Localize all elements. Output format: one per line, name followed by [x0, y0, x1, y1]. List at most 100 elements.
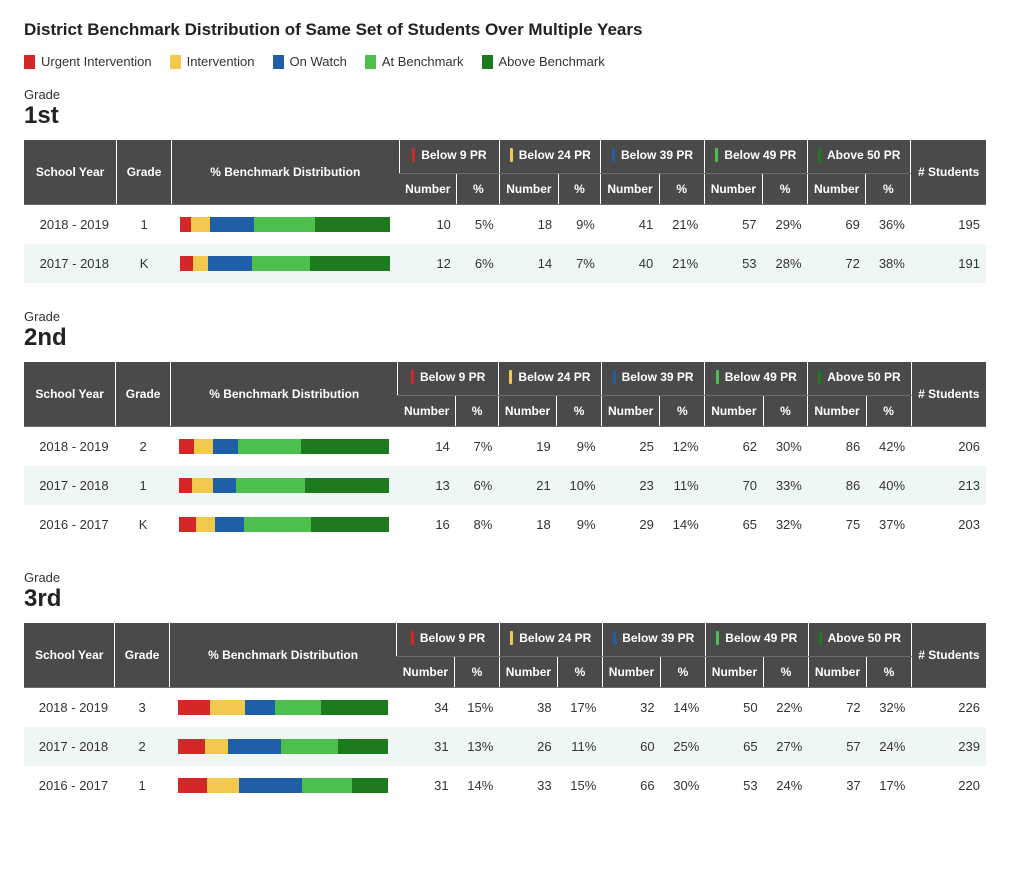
cell-number: 65 — [705, 505, 763, 544]
col-school-year: School Year — [24, 623, 115, 688]
col-percent: % — [456, 396, 499, 427]
distribution-segment — [207, 778, 239, 793]
col-percent: % — [661, 657, 706, 688]
cell-grade: 1 — [116, 466, 171, 505]
cell-number: 38 — [499, 688, 557, 728]
distribution-segment — [252, 256, 311, 271]
distribution-segment — [315, 217, 391, 232]
cell-number: 18 — [498, 505, 556, 544]
col-grade: Grade — [116, 362, 171, 427]
cell-distribution — [172, 205, 400, 245]
col-number: Number — [602, 657, 660, 688]
grade-title: 2nd — [24, 324, 986, 352]
group-tick-icon — [411, 631, 414, 645]
cell-number: 14 — [398, 427, 456, 467]
cell-percent: 15% — [558, 766, 603, 805]
cell-percent: 15% — [455, 688, 500, 728]
cell-number: 57 — [704, 205, 762, 245]
legend-item: At Benchmark — [365, 54, 464, 69]
group-tick-icon — [411, 370, 414, 384]
col-percent: % — [659, 174, 704, 205]
group-label: Below 49 PR — [725, 370, 797, 384]
group-tick-icon — [510, 148, 513, 162]
col-group: Above 50 PR — [808, 362, 911, 396]
cell-percent: 14% — [455, 766, 500, 805]
cell-percent: 28% — [763, 244, 808, 283]
group-label: Below 49 PR — [724, 148, 796, 162]
table-row: 2016 - 201713114%3315%6630%5324%3717%220 — [24, 766, 986, 805]
cell-percent: 30% — [661, 766, 706, 805]
cell-distribution — [171, 505, 398, 544]
cell-number: 13 — [398, 466, 456, 505]
benchmark-table: School YearGrade% Benchmark Distribution… — [24, 362, 986, 544]
col-group: Below 39 PR — [601, 140, 704, 174]
distribution-bar — [180, 256, 390, 271]
cell-number: 62 — [705, 427, 763, 467]
distribution-segment — [193, 256, 208, 271]
col-percent: % — [457, 174, 500, 205]
cell-percent: 36% — [866, 205, 911, 245]
group-label: Above 50 PR — [827, 370, 900, 384]
cell-percent: 6% — [456, 466, 499, 505]
table-row: 2018 - 20192147%199%2512%6230%8642%206 — [24, 427, 986, 467]
distribution-segment — [254, 217, 315, 232]
group-label: Below 24 PR — [519, 631, 591, 645]
page-title: District Benchmark Distribution of Same … — [24, 20, 986, 40]
legend-swatch — [24, 55, 35, 69]
group-tick-icon — [509, 370, 512, 384]
col-percent: % — [866, 174, 911, 205]
distribution-segment — [192, 478, 213, 493]
col-distribution: % Benchmark Distribution — [172, 140, 400, 205]
group-tick-icon — [716, 631, 719, 645]
cell-number: 31 — [397, 727, 455, 766]
cell-grade: 3 — [115, 688, 170, 728]
distribution-segment — [310, 256, 390, 271]
cell-number: 75 — [808, 505, 866, 544]
cell-percent: 40% — [866, 466, 911, 505]
legend-swatch — [365, 55, 376, 69]
col-percent: % — [558, 174, 601, 205]
cell-percent: 14% — [661, 688, 706, 728]
col-number: Number — [499, 657, 557, 688]
grade-title: 3rd — [24, 585, 986, 613]
table-row: 2016 - 2017K168%189%2914%6532%7537%203 — [24, 505, 986, 544]
group-label: Above 50 PR — [828, 631, 901, 645]
cell-number: 14 — [500, 244, 558, 283]
distribution-segment — [311, 517, 389, 532]
cell-grade: 2 — [116, 427, 171, 467]
distribution-segment — [236, 478, 305, 493]
table-row: 2017 - 20181136%2110%2311%7033%8640%213 — [24, 466, 986, 505]
col-group: Below 24 PR — [499, 623, 602, 657]
cell-grade: K — [117, 244, 172, 283]
cell-students: 226 — [911, 688, 986, 728]
cell-percent: 33% — [763, 466, 808, 505]
group-tick-icon — [510, 631, 513, 645]
col-percent: % — [867, 657, 912, 688]
col-distribution: % Benchmark Distribution — [169, 623, 396, 688]
cell-students: 195 — [911, 205, 986, 245]
col-number: Number — [397, 657, 455, 688]
distribution-segment — [194, 439, 213, 454]
distribution-segment — [305, 478, 389, 493]
table-row: 2018 - 20191105%189%4121%5729%6936%195 — [24, 205, 986, 245]
distribution-segment — [215, 517, 244, 532]
cell-year: 2018 - 2019 — [24, 688, 115, 728]
cell-number: 31 — [397, 766, 455, 805]
group-tick-icon — [716, 370, 719, 384]
distribution-segment — [213, 439, 238, 454]
cell-number: 57 — [808, 727, 866, 766]
group-label: Below 9 PR — [420, 631, 485, 645]
col-group: Above 50 PR — [808, 623, 911, 657]
distribution-segment — [321, 700, 388, 715]
cell-percent: 5% — [457, 205, 500, 245]
cell-percent: 13% — [455, 727, 500, 766]
distribution-segment — [213, 478, 236, 493]
cell-year: 2017 - 2018 — [24, 466, 116, 505]
legend-swatch — [273, 55, 284, 69]
group-label: Below 39 PR — [621, 148, 693, 162]
col-percent: % — [455, 657, 500, 688]
distribution-segment — [228, 739, 281, 754]
distribution-segment — [191, 217, 210, 232]
cell-number: 23 — [602, 466, 660, 505]
distribution-segment — [180, 217, 191, 232]
